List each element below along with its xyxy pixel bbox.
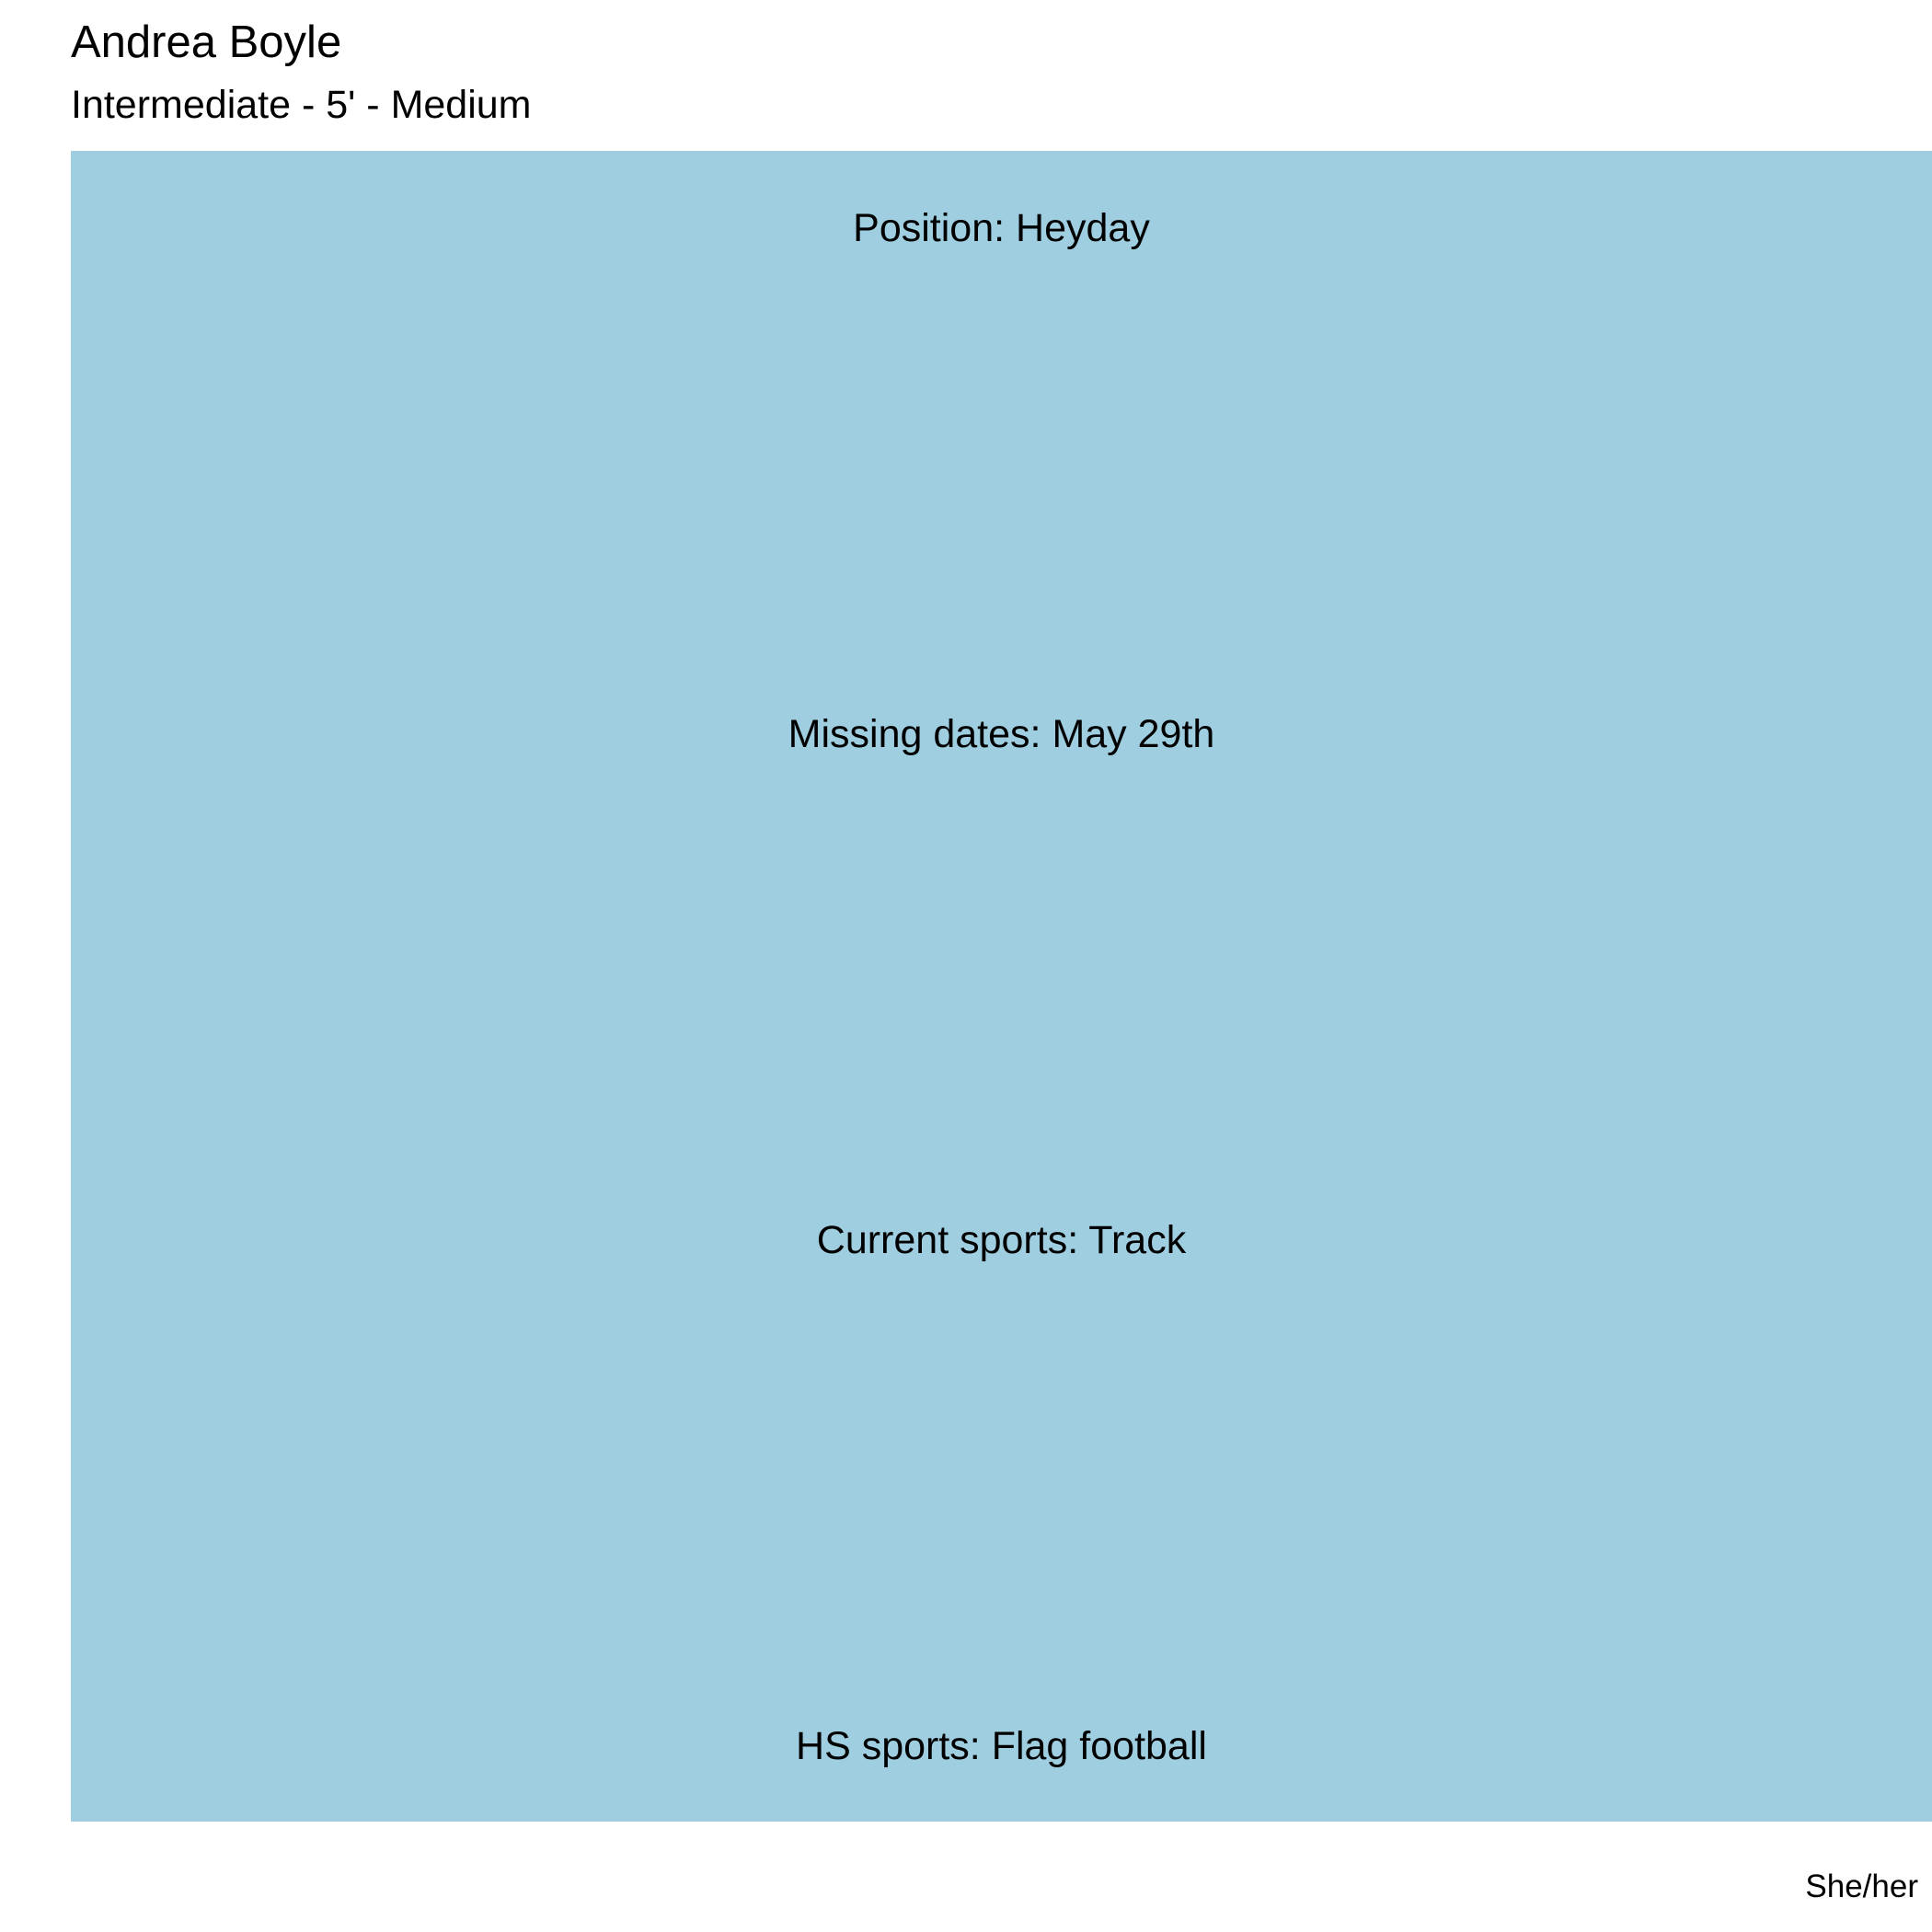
player-name: Andrea Boyle: [71, 17, 342, 67]
position-field: Position: Heyday: [853, 206, 1150, 250]
player-info-panel: Position: Heyday Missing dates: May 29th…: [71, 151, 1932, 1822]
player-summary: Intermediate - 5' - Medium: [71, 83, 532, 127]
current-sports-field: Current sports: Track: [816, 1218, 1187, 1262]
missing-dates-field: Missing dates: May 29th: [788, 712, 1215, 756]
pronouns-label: She/her: [1805, 1869, 1918, 1904]
hs-sports-field: HS sports: Flag football: [796, 1724, 1207, 1768]
